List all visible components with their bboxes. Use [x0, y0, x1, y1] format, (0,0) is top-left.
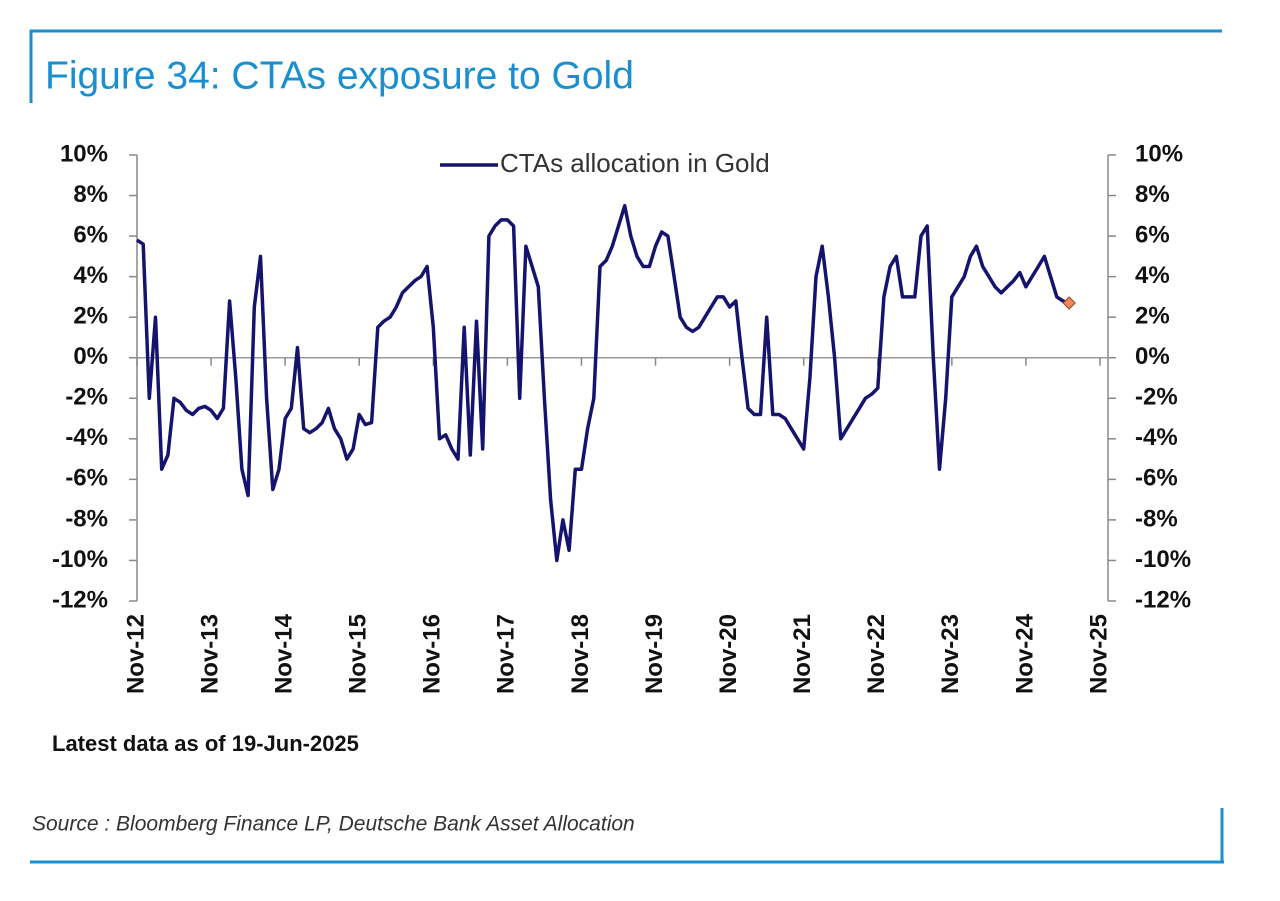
x-tick-label: Nov-23: [937, 614, 964, 694]
x-tick-label: Nov-13: [196, 614, 223, 694]
legend-label: CTAs allocation in Gold: [500, 148, 770, 178]
y2-tick-label: 8%: [1135, 181, 1170, 208]
chart-title: Figure 34: CTAs exposure to Gold: [45, 54, 634, 97]
x-tick-label: Nov-20: [715, 614, 742, 694]
y-tick-label: 6%: [73, 221, 108, 248]
note: Latest data as of 19-Jun-2025: [52, 731, 359, 756]
y2-tick-label: 2%: [1135, 303, 1170, 330]
x-tick-label: Nov-25: [1085, 614, 1112, 694]
y-tick-label: 10%: [60, 140, 108, 167]
x-tick-label: Nov-15: [345, 614, 372, 694]
y-tick-label: -2%: [65, 384, 108, 411]
x-tick-label: Nov-16: [419, 614, 446, 694]
y2-tick-label: -10%: [1135, 546, 1191, 573]
x-tick-label: Nov-21: [789, 614, 816, 694]
x-tick-label: Nov-24: [1011, 613, 1038, 694]
y-tick-label: 8%: [73, 181, 108, 208]
y2-tick-label: -8%: [1135, 505, 1178, 532]
y-tick-label: -10%: [52, 546, 108, 573]
y2-tick-label: -2%: [1135, 384, 1178, 411]
y-tick-label: -8%: [65, 505, 108, 532]
y2-tick-label: 4%: [1135, 262, 1170, 289]
y2-tick-label: -6%: [1135, 465, 1178, 492]
y-tick-label: -4%: [65, 424, 108, 451]
y2-tick-label: 6%: [1135, 221, 1170, 248]
last-point: [1062, 296, 1076, 310]
x-tick-label: Nov-14: [270, 613, 297, 694]
x-tick-label: Nov-18: [567, 614, 594, 694]
y2-tick-label: 10%: [1135, 140, 1183, 167]
x-tick-label: Nov-17: [493, 614, 520, 694]
y-tick-label: -12%: [52, 586, 108, 613]
y2-tick-label: -4%: [1135, 424, 1178, 451]
y-tick-label: 0%: [73, 343, 108, 370]
x-tick-label: Nov-22: [863, 614, 890, 694]
y-tick-label: -6%: [65, 465, 108, 492]
x-tick-label: Nov-19: [641, 614, 668, 694]
y-tick-label: 2%: [73, 303, 108, 330]
data-line: [136, 203, 1070, 563]
y-tick-label: 4%: [73, 262, 108, 289]
x-tick-label: Nov-12: [122, 614, 149, 694]
y2-tick-label: 0%: [1135, 343, 1170, 370]
source: Source : Bloomberg Finance LP, Deutsche …: [32, 813, 635, 836]
y2-tick-label: -12%: [1135, 586, 1191, 613]
